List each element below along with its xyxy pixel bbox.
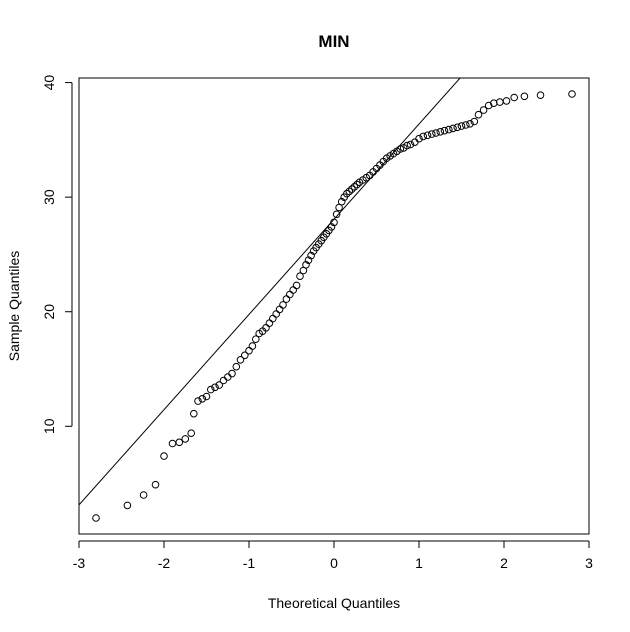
data-point — [474, 110, 483, 119]
x-axis: -3 -2 -1 0 1 2 3 — [73, 540, 593, 571]
data-point — [440, 126, 449, 135]
data-point — [353, 180, 361, 189]
data-point — [568, 90, 576, 98]
data-point — [211, 383, 219, 392]
data-point — [190, 409, 198, 418]
data-point — [510, 93, 519, 102]
data-point — [181, 435, 190, 443]
data-point — [415, 134, 423, 143]
data-point — [265, 319, 274, 328]
data-point — [151, 480, 160, 489]
data-point — [160, 452, 168, 460]
data-point — [282, 295, 291, 303]
data-point — [466, 120, 474, 128]
data-point — [327, 223, 336, 231]
data-point — [272, 310, 281, 318]
x-tick-label: -1 — [243, 555, 256, 571]
data-point — [215, 381, 223, 389]
data-point — [520, 92, 529, 101]
data-point — [348, 185, 356, 193]
y-axis: 10 20 30 40 — [41, 75, 73, 434]
x-tick-label: 3 — [585, 555, 593, 571]
data-point — [350, 183, 359, 191]
data-point — [453, 123, 462, 132]
data-point — [432, 129, 440, 137]
data-point — [457, 122, 466, 130]
data-point — [484, 101, 493, 110]
data-point — [462, 121, 470, 129]
data-point — [252, 335, 260, 344]
data-point — [449, 124, 457, 133]
data-point — [436, 128, 445, 136]
data-point — [445, 125, 453, 134]
y-tick-label: 30 — [41, 189, 57, 205]
x-tick-label: 0 — [330, 555, 338, 571]
data-point — [302, 261, 310, 269]
y-axis-label: Sample Quantiles — [6, 251, 22, 362]
data-point — [202, 392, 211, 401]
data-point — [343, 189, 351, 198]
reference-line — [79, 78, 461, 506]
data-point — [296, 272, 304, 281]
data-points — [92, 90, 576, 522]
data-point — [175, 438, 184, 447]
y-tick-label: 40 — [41, 75, 57, 91]
data-point — [479, 106, 488, 114]
data-point — [219, 376, 228, 385]
data-point — [396, 145, 405, 153]
data-point — [279, 301, 287, 309]
data-point — [286, 290, 294, 299]
x-tick-label: 2 — [500, 555, 508, 571]
data-point — [345, 187, 354, 196]
chart-title: MIN — [318, 32, 349, 51]
data-point — [307, 251, 315, 260]
data-point — [289, 286, 298, 294]
data-point — [187, 429, 195, 438]
data-point — [403, 141, 411, 150]
data-point — [502, 97, 511, 105]
data-point — [236, 356, 245, 364]
data-point — [194, 397, 202, 405]
data-point — [168, 439, 177, 448]
x-tick-label: -3 — [73, 555, 86, 571]
x-axis-label: Theoretical Quantiles — [268, 595, 400, 611]
data-point — [269, 314, 277, 323]
data-point — [330, 218, 338, 227]
data-point — [248, 342, 257, 350]
y-tick-label: 10 — [41, 418, 57, 434]
data-point — [232, 362, 241, 371]
data-point — [428, 130, 436, 138]
data-point — [332, 210, 341, 219]
data-point — [292, 281, 301, 290]
plot-frame — [78, 77, 590, 535]
x-tick-label: 1 — [415, 555, 423, 571]
y-tick-label: 20 — [41, 304, 57, 320]
data-point — [406, 140, 415, 149]
data-point — [123, 501, 132, 510]
data-point — [536, 91, 545, 99]
x-tick-label: -2 — [158, 555, 171, 571]
data-point — [470, 117, 479, 126]
data-point — [423, 131, 432, 140]
data-point — [245, 346, 253, 355]
data-point — [228, 369, 236, 378]
data-point — [496, 98, 504, 106]
data-point — [139, 491, 148, 499]
data-point — [241, 351, 249, 360]
data-point — [337, 197, 346, 206]
data-point — [198, 395, 207, 403]
data-point — [224, 373, 232, 381]
data-point — [419, 132, 428, 141]
data-point — [207, 385, 215, 394]
data-point — [275, 305, 284, 314]
data-point — [92, 514, 100, 522]
